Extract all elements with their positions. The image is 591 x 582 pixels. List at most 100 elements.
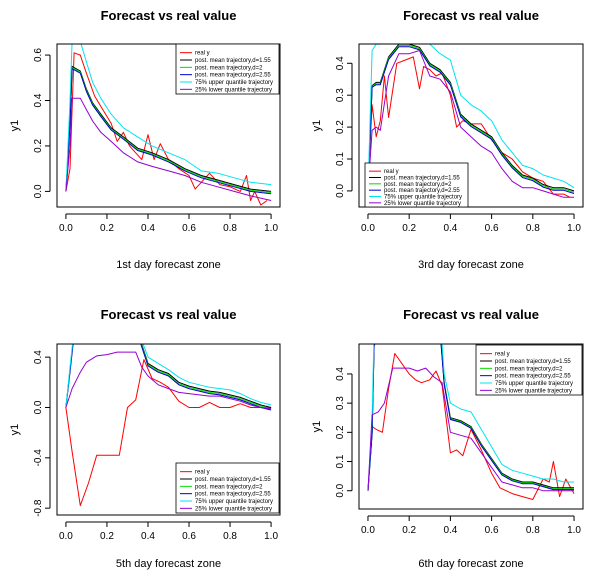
- legend-label: real y: [495, 352, 510, 358]
- legend-label: real y: [384, 169, 399, 175]
- x-tick-label: 0.0: [59, 531, 73, 542]
- series-line-2: [65, 344, 272, 408]
- legend-label: post. mean trajectory,d=2.55: [495, 374, 571, 380]
- y-tick-label: 0.4: [335, 56, 346, 70]
- series-line-3: [65, 67, 272, 193]
- x-axis-label: 1st day forecast zone: [116, 259, 221, 271]
- plot-frame: [56, 43, 281, 208]
- legend-label: post. mean trajectory,d=2.55: [384, 188, 460, 194]
- series-group: [65, 44, 272, 206]
- series-line-4: [367, 344, 574, 491]
- series-line-2: [65, 65, 272, 192]
- plot-frame: [56, 343, 281, 516]
- chart-title: Forecast vs real value: [101, 307, 237, 322]
- x-tick-label: 0.0: [59, 223, 73, 234]
- series-line-1: [65, 359, 272, 507]
- series-line-5: [65, 344, 272, 408]
- series-group: [65, 344, 272, 507]
- y-axis-label: y1: [311, 421, 323, 433]
- y-tick-label: 0.1: [335, 152, 346, 166]
- x-tick-label: 1.0: [567, 525, 581, 536]
- series-line-4: [65, 344, 272, 411]
- legend-label: 75% upper quantile trajectory: [195, 80, 273, 86]
- y-axis-label: y1: [9, 120, 21, 132]
- legend-box: [175, 43, 280, 95]
- series-group: [367, 344, 575, 500]
- chart-panel-3: Forecast vs real value 0.0 0.2 0.4 0.6 0.8 1.0…: [9, 307, 281, 570]
- x-tick-label: 0.2: [100, 531, 114, 542]
- x-tick-label: 1.0: [264, 223, 278, 234]
- series-line-2: [367, 344, 574, 491]
- plot-frame: [358, 43, 584, 208]
- y-tick-label: 0.0: [335, 184, 346, 198]
- series-line-6: [367, 367, 574, 492]
- x-tick-label: 0.4: [443, 223, 457, 234]
- series-line-1: [367, 353, 575, 500]
- legend-label: post. mean trajectory,d=2: [495, 366, 563, 372]
- y-tick-label: 0.0: [335, 483, 346, 497]
- legend-box: [364, 162, 469, 208]
- x-axis-label: 6th day forecast zone: [418, 558, 523, 570]
- legend-label: 25% lower quantile trajectory: [195, 506, 272, 512]
- x-axis-label: 3rd day forecast zone: [418, 259, 524, 271]
- x-tick-label: 0.4: [141, 531, 155, 542]
- legend-label: post. mean trajectory,d=2.55: [195, 73, 271, 79]
- legend-label: post. mean trajectory,d=2: [195, 484, 263, 490]
- legend-label: real y: [195, 51, 210, 57]
- series-group: [367, 44, 575, 198]
- y-tick-label: 0.3: [335, 396, 346, 410]
- x-tick-label: 0.2: [402, 525, 416, 536]
- x-tick-label: 0.0: [361, 223, 375, 234]
- x-tick-label: 0.6: [182, 223, 196, 234]
- y-tick-label: 0.4: [33, 93, 44, 107]
- series-line-3: [367, 344, 574, 491]
- x-tick-label: 0.2: [100, 223, 114, 234]
- x-tick-label: 0.8: [223, 531, 237, 542]
- series-line-1: [367, 56, 571, 198]
- y-tick-label: 0.6: [33, 48, 44, 62]
- legend-label: post. mean trajectory,d=1.55: [195, 58, 271, 64]
- y-tick-label: 0.0: [33, 400, 44, 414]
- y-axis-label: y1: [311, 120, 323, 132]
- y-tick-label: 0.4: [33, 350, 44, 364]
- y-tick-label: -0.8: [33, 499, 44, 517]
- y-tick-label: 0.1: [335, 454, 346, 468]
- legend-label: post. mean trajectory,d=1.55: [384, 176, 460, 182]
- chart-title: Forecast vs real value: [403, 8, 539, 23]
- legend-box: [175, 462, 280, 514]
- y-axis-label: y1: [9, 424, 21, 436]
- chart-panel-4: Forecast vs real value 0.0 0.2 0.4 0.6 0.8 1.0…: [311, 307, 584, 570]
- legend-label: 75% upper quantile trajectory: [195, 499, 273, 505]
- legend-box: [475, 344, 583, 396]
- series-line-5: [367, 44, 575, 191]
- chart-title: Forecast vs real value: [101, 8, 237, 23]
- legend-label: 75% upper quantile trajectory: [495, 381, 573, 387]
- x-tick-label: 0.6: [182, 531, 196, 542]
- legend-label: post. mean trajectory,d=2: [384, 182, 452, 188]
- x-tick-label: 0.8: [223, 223, 237, 234]
- series-line-5: [367, 344, 574, 491]
- legend-label: 25% lower quantile trajectory: [495, 388, 572, 394]
- x-tick-label: 1.0: [567, 223, 581, 234]
- x-tick-label: 1.0: [264, 531, 278, 542]
- x-tick-label: 0.6: [485, 223, 499, 234]
- legend-label: post. mean trajectory,d=1.55: [495, 359, 571, 365]
- y-tick-label: -0.4: [33, 449, 44, 467]
- series-line-4: [65, 68, 272, 195]
- legend-label: 25% lower quantile trajectory: [384, 201, 461, 207]
- legend-label: post. mean trajectory,d=2: [195, 65, 263, 71]
- y-tick-label: 0.3: [335, 88, 346, 102]
- chart-panel-2: Forecast vs real value 0.0 0.2 0.4 0.6 0.8 1.0…: [311, 8, 584, 271]
- x-tick-label: 0.8: [526, 525, 540, 536]
- y-tick-label: 0.0: [33, 184, 44, 198]
- x-tick-label: 0.6: [485, 525, 499, 536]
- legend-label: real y: [195, 470, 210, 476]
- x-tick-label: 0.0: [361, 525, 375, 536]
- x-tick-label: 0.2: [402, 223, 416, 234]
- legend-label: post. mean trajectory,d=2.55: [195, 492, 271, 498]
